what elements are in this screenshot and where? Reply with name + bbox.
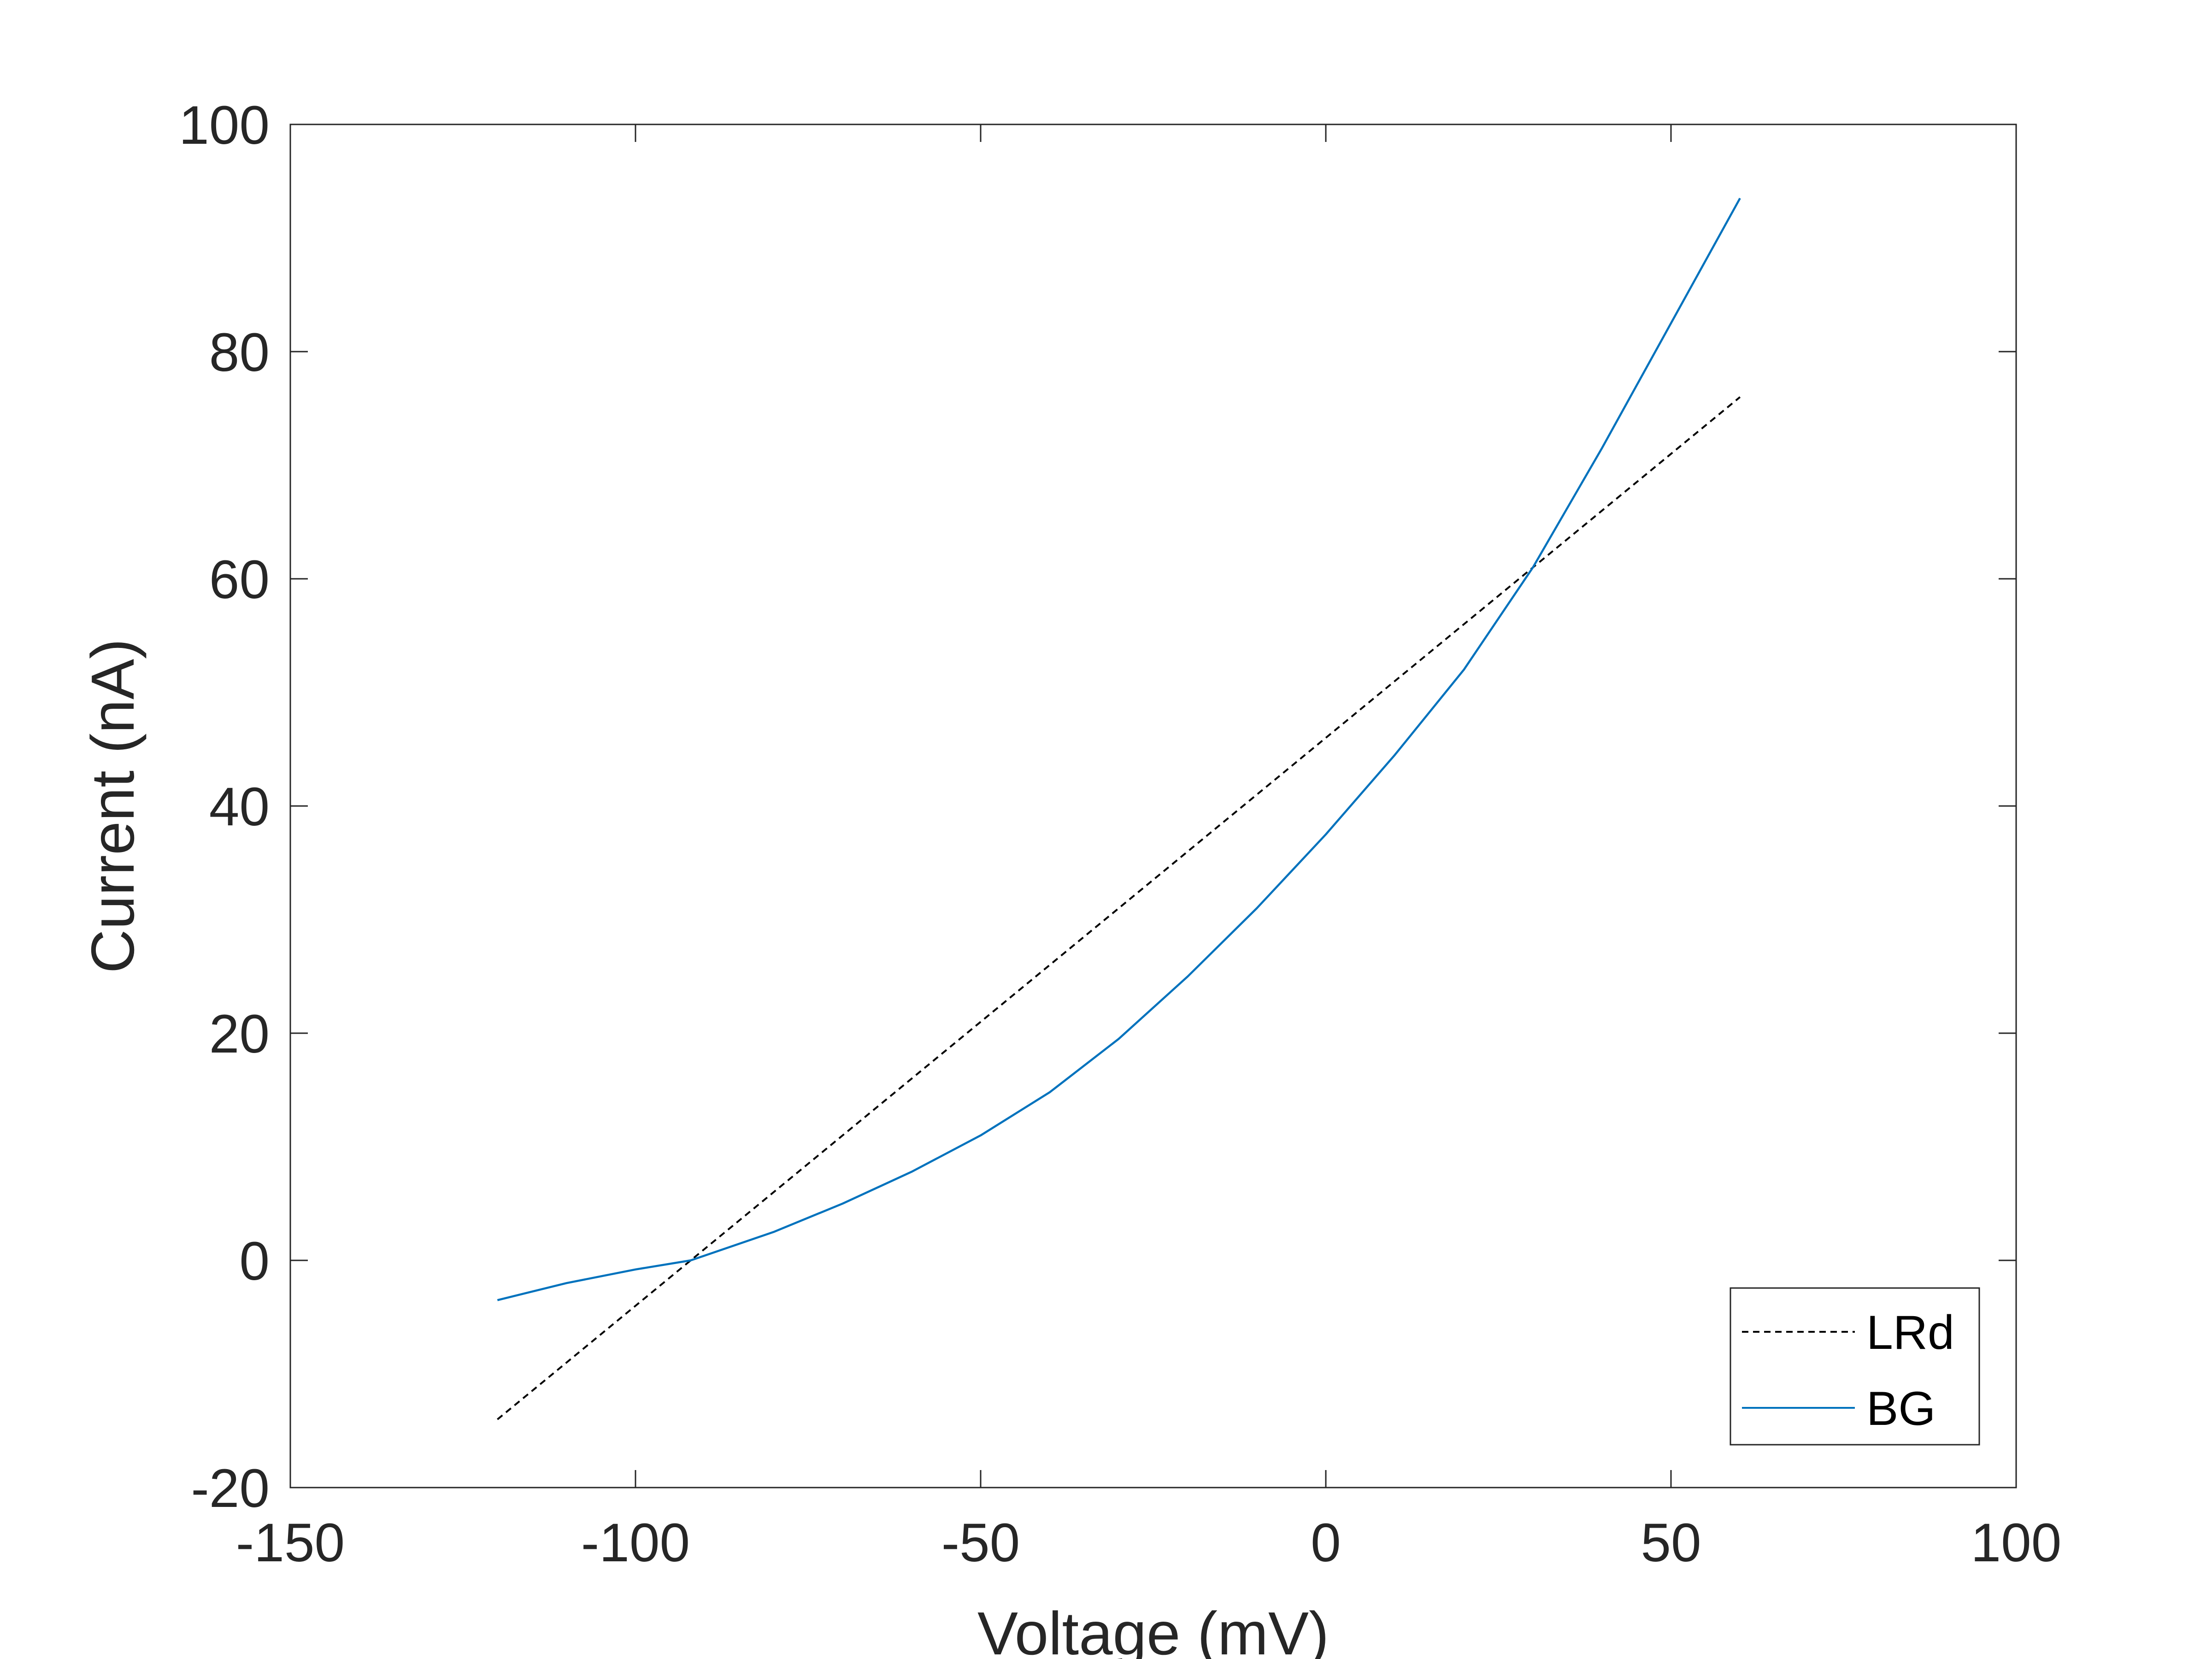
x-tick-label: -100	[581, 1512, 690, 1573]
x-axis-label: Voltage (mV)	[977, 1600, 1329, 1659]
legend-label-lrd: LRd	[1866, 1306, 1954, 1359]
series-line-bg	[497, 198, 1741, 1301]
y-tick-label: 80	[209, 322, 270, 383]
plot-axes	[289, 124, 2017, 1488]
y-tick-label: 20	[209, 1004, 270, 1065]
x-tick-label: 50	[1641, 1512, 1701, 1573]
y-tick-label: 40	[209, 777, 270, 837]
legend-label-bg: BG	[1866, 1382, 1936, 1435]
x-tick-label: -50	[941, 1512, 1020, 1573]
y-tick-label: 60	[209, 549, 270, 610]
x-tick-label: 100	[1971, 1512, 2062, 1573]
y-tick-label: -20	[191, 1458, 270, 1519]
tick-labels: -150 -100 -50 0 50 100 -20 0 20 40 60 80 100	[179, 95, 2061, 1573]
y-tick-label: 0	[239, 1231, 270, 1292]
y-tick-label: 100	[179, 95, 270, 156]
y-axis-label: Current (nA)	[79, 639, 147, 973]
x-tick-label: 0	[1311, 1512, 1341, 1573]
plot-series	[497, 198, 1741, 1420]
x-tick-label: -150	[236, 1512, 345, 1573]
legend: LRd BG	[1730, 1287, 1980, 1446]
legend-box	[1730, 1287, 1980, 1446]
